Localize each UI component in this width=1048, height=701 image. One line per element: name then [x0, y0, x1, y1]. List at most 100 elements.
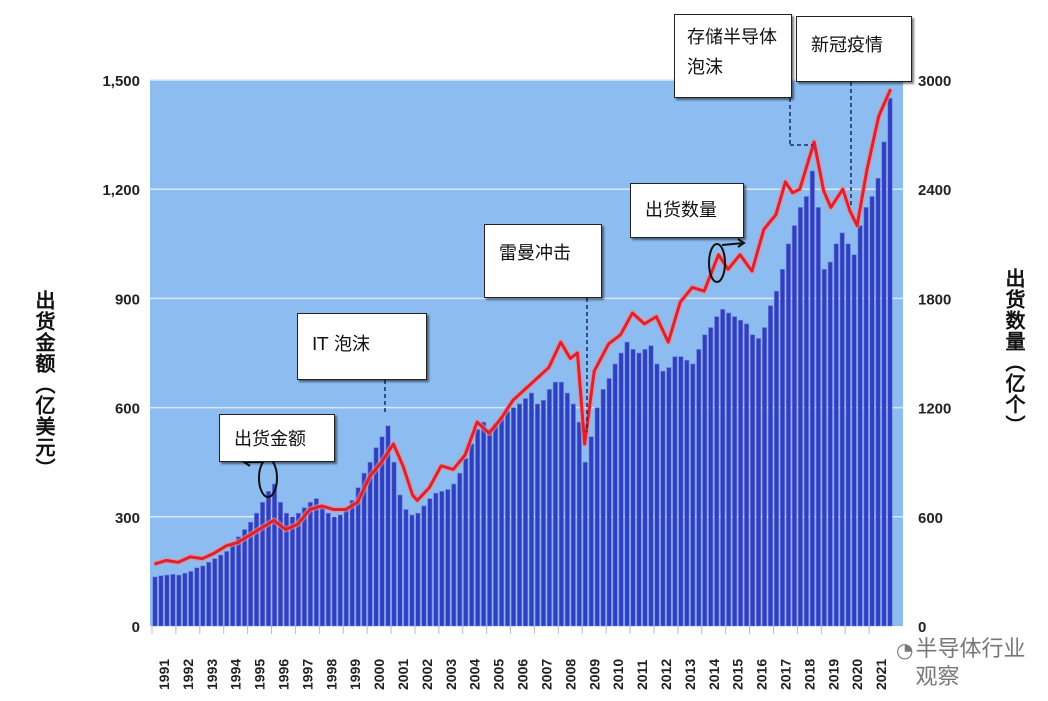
x-tick-label: 2014: [706, 659, 722, 690]
x-tick-label: 2020: [849, 659, 865, 690]
bar: [869, 196, 875, 627]
bar: [534, 403, 540, 627]
bar: [809, 170, 815, 627]
bar: [666, 367, 672, 627]
left-tick-label: 600: [115, 401, 140, 418]
bar: [469, 443, 475, 627]
bar: [283, 512, 289, 627]
x-tick-label: 2008: [562, 659, 578, 690]
bar: [630, 349, 636, 627]
bar: [785, 243, 791, 627]
bar: [499, 416, 505, 627]
x-tick-label: 2000: [371, 659, 387, 690]
right-tick-label: 1800: [918, 291, 951, 308]
bar: [212, 558, 218, 627]
x-tick-label: 2015: [730, 659, 746, 690]
bar: [445, 489, 451, 627]
x-tick-label: 2006: [515, 659, 531, 690]
bar: [570, 403, 576, 627]
bar: [493, 423, 499, 627]
bar: [158, 575, 164, 627]
bar: [624, 341, 630, 627]
bar: [427, 498, 433, 627]
bar: [325, 512, 331, 627]
bar: [672, 356, 678, 627]
bar: [475, 429, 481, 627]
bar: [756, 338, 762, 627]
bar: [887, 97, 893, 627]
x-tick-label: 2017: [777, 659, 793, 690]
bar: [385, 425, 391, 627]
bar: [863, 207, 869, 627]
bar: [337, 514, 343, 627]
bar: [367, 461, 373, 627]
left-tick-label: 300: [115, 510, 140, 527]
bar: [881, 141, 887, 627]
bar: [648, 345, 654, 627]
bar: [164, 574, 170, 627]
bar: [236, 536, 242, 627]
bar: [797, 207, 803, 627]
x-tick-label: 2013: [682, 659, 698, 690]
bar: [684, 359, 690, 627]
bar: [827, 261, 833, 627]
x-tick-label: 2018: [801, 659, 817, 690]
bar: [618, 352, 624, 627]
bar: [194, 567, 200, 627]
bar: [355, 487, 361, 627]
bar: [457, 472, 463, 627]
bar: [277, 501, 283, 627]
left-tick-label: 1,200: [102, 182, 140, 199]
bar: [588, 436, 594, 627]
bar: [851, 254, 857, 627]
watermark-text: 半导体行业观察: [915, 637, 1026, 690]
bar: [750, 334, 756, 627]
bar: [791, 225, 797, 627]
bar: [391, 461, 397, 627]
bar: [313, 498, 319, 627]
x-tick-label: 1994: [228, 659, 244, 690]
bar: [224, 551, 230, 627]
x-tick-label: 2012: [658, 659, 674, 690]
bar: [170, 574, 176, 627]
bar: [726, 312, 732, 627]
annotation-covid: 新冠疫情: [796, 16, 912, 82]
count-line: [153, 88, 892, 566]
left-axis-title: 出货金额（亿美元）: [32, 290, 56, 479]
bar: [696, 349, 702, 627]
count-ellipse: [708, 243, 726, 283]
annotation-count: 出货数量: [630, 183, 744, 238]
bar: [152, 576, 158, 627]
bar: [558, 381, 564, 627]
bar: [606, 378, 612, 627]
x-tick-label: 1992: [180, 659, 196, 690]
right-tick-label: 600: [918, 510, 943, 527]
bar: [576, 421, 582, 627]
bar: [307, 501, 313, 627]
bar: [206, 561, 212, 627]
bar: [594, 407, 600, 627]
bar: [522, 398, 528, 627]
bar: [582, 461, 588, 627]
bar: [248, 521, 254, 627]
arrow-right-icon: [721, 238, 746, 248]
x-tick-label: 2001: [395, 659, 411, 690]
bar: [487, 429, 493, 627]
x-tick-label: 2009: [586, 659, 602, 690]
left-tick-label: 0: [132, 619, 140, 636]
x-tick-label: 1999: [347, 659, 363, 690]
bar: [642, 349, 648, 627]
bar: [546, 389, 552, 627]
bar: [821, 268, 827, 627]
bar: [690, 363, 696, 627]
bar: [254, 512, 260, 627]
bar: [839, 232, 845, 627]
bar: [564, 392, 570, 627]
right-tick-label: 2400: [918, 182, 951, 199]
bar: [182, 572, 188, 627]
x-tick-label: 2005: [491, 659, 507, 690]
bar: [319, 505, 325, 627]
bar: [373, 447, 379, 627]
